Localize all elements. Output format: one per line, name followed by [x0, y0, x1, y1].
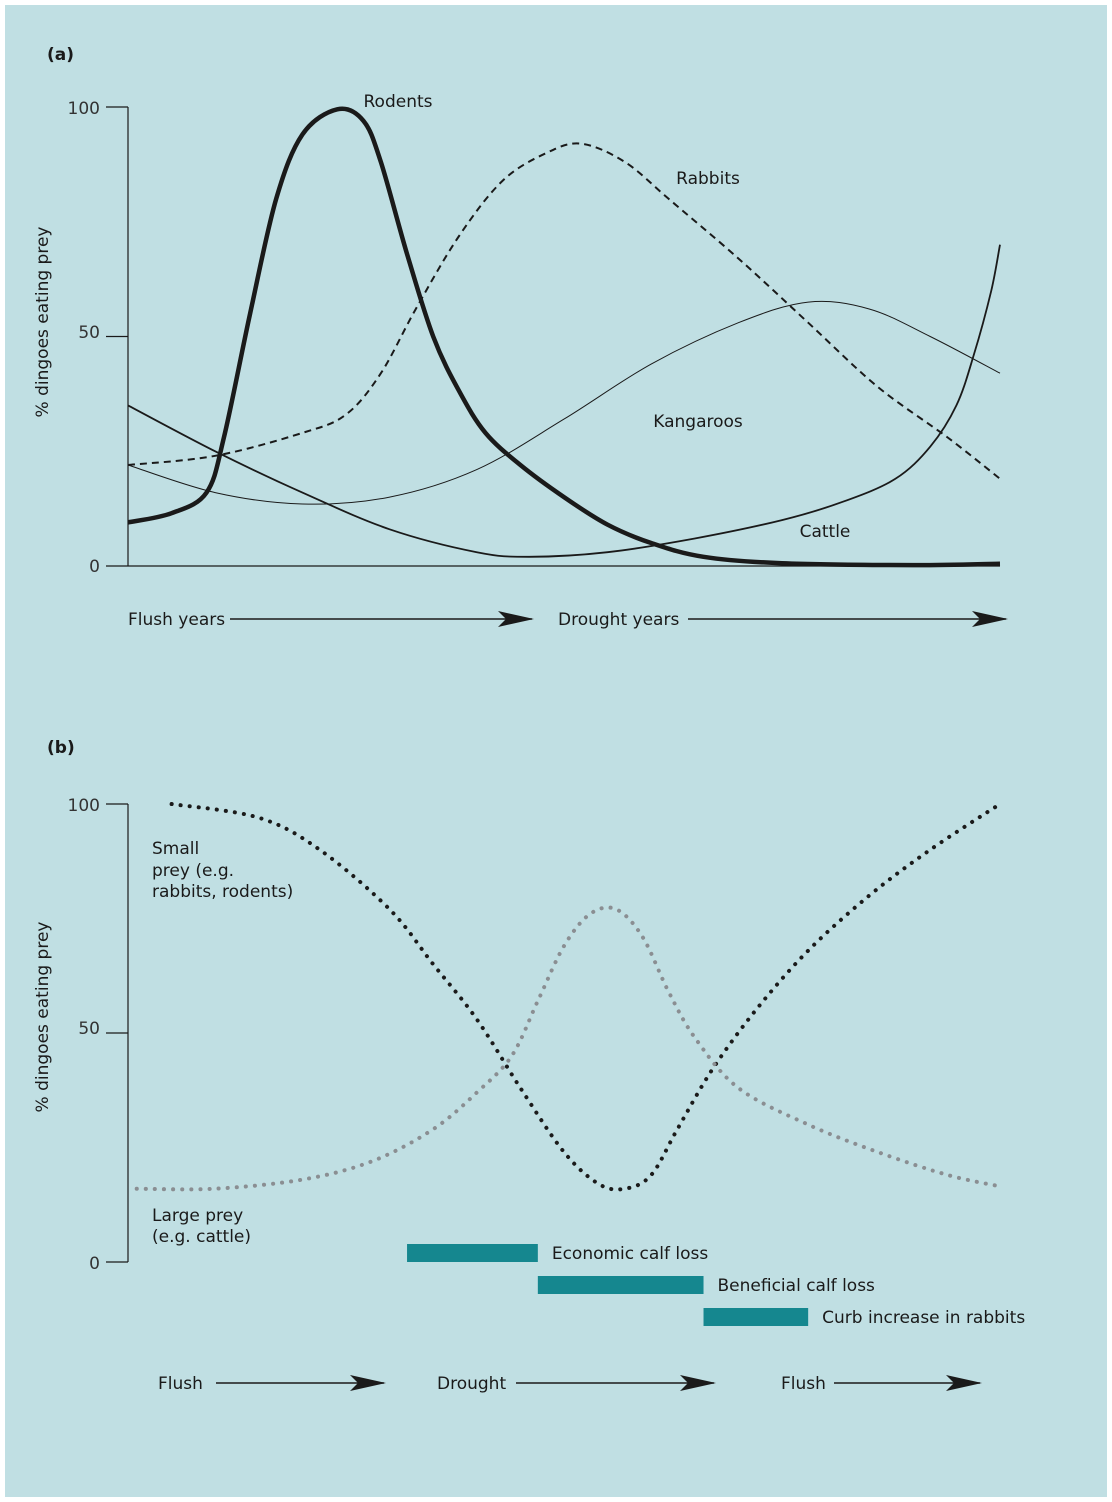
panel-a-plot: [106, 106, 1001, 568]
cattle-curve: [127, 244, 1001, 558]
panel-a-y-tick-50: 50: [78, 323, 100, 343]
rodents-label: Rodents: [364, 92, 433, 112]
phase-label-drought-years: Drought years: [558, 610, 679, 630]
large-prey-label-line-1: Large prey: [152, 1206, 243, 1226]
rabbits-label: Rabbits: [676, 169, 740, 189]
large-prey-curve: [134, 905, 1002, 1192]
rodents-curve: [127, 106, 1001, 568]
phase-label-drought: Drought: [437, 1374, 506, 1394]
curb-increase-in-rabbits-bar: [703, 1308, 809, 1326]
small-prey-curve: [169, 802, 1002, 1192]
beneficial-calf-loss-bar: [537, 1276, 704, 1294]
panel-b-y-tick-0: 0: [89, 1254, 100, 1274]
panel-a-y-tick-100: 100: [68, 99, 100, 119]
panel-b-label: (b): [47, 738, 75, 758]
panel-a-label: (a): [47, 45, 74, 65]
kangaroos-curve: [127, 300, 1001, 505]
figure-background: [5, 5, 1107, 1497]
phase-label-flush-2: Flush: [781, 1374, 826, 1394]
large-prey-label-line-2: (e.g. cattle): [152, 1227, 251, 1247]
beneficial-calf-loss-label: Beneficial calf loss: [718, 1276, 876, 1296]
curb-increase-in-rabbits-label: Curb increase in rabbits: [822, 1308, 1025, 1328]
panel-b-y-tick-100: 100: [68, 796, 100, 816]
cattle-label: Cattle: [800, 522, 851, 542]
rabbits-curve: [127, 142, 1001, 480]
phase-label-flush-1: Flush: [158, 1374, 203, 1394]
economic-calf-loss-bar: [407, 1244, 538, 1262]
panel-b-y-axis-title: % dingoes eating prey: [33, 922, 53, 1113]
economic-calf-loss-label: Economic calf loss: [552, 1244, 709, 1264]
panel-a-y-tick-0: 0: [89, 557, 100, 577]
small-prey-label-line-2: prey (e.g.: [152, 861, 234, 881]
kangaroos-label: Kangaroos: [653, 412, 743, 432]
phase-label-flush-years: Flush years: [128, 610, 225, 630]
small-prey-label-line-1: Small: [152, 839, 199, 859]
panel-a-y-axis-title: % dingoes eating prey: [33, 227, 53, 418]
small-prey-label-line-3: rabbits, rodents): [152, 882, 293, 902]
panel-b-plot: Economic calf loss Beneficial calf loss Cu…: [106, 802, 1025, 1328]
panel-b-y-tick-50: 50: [78, 1019, 100, 1039]
